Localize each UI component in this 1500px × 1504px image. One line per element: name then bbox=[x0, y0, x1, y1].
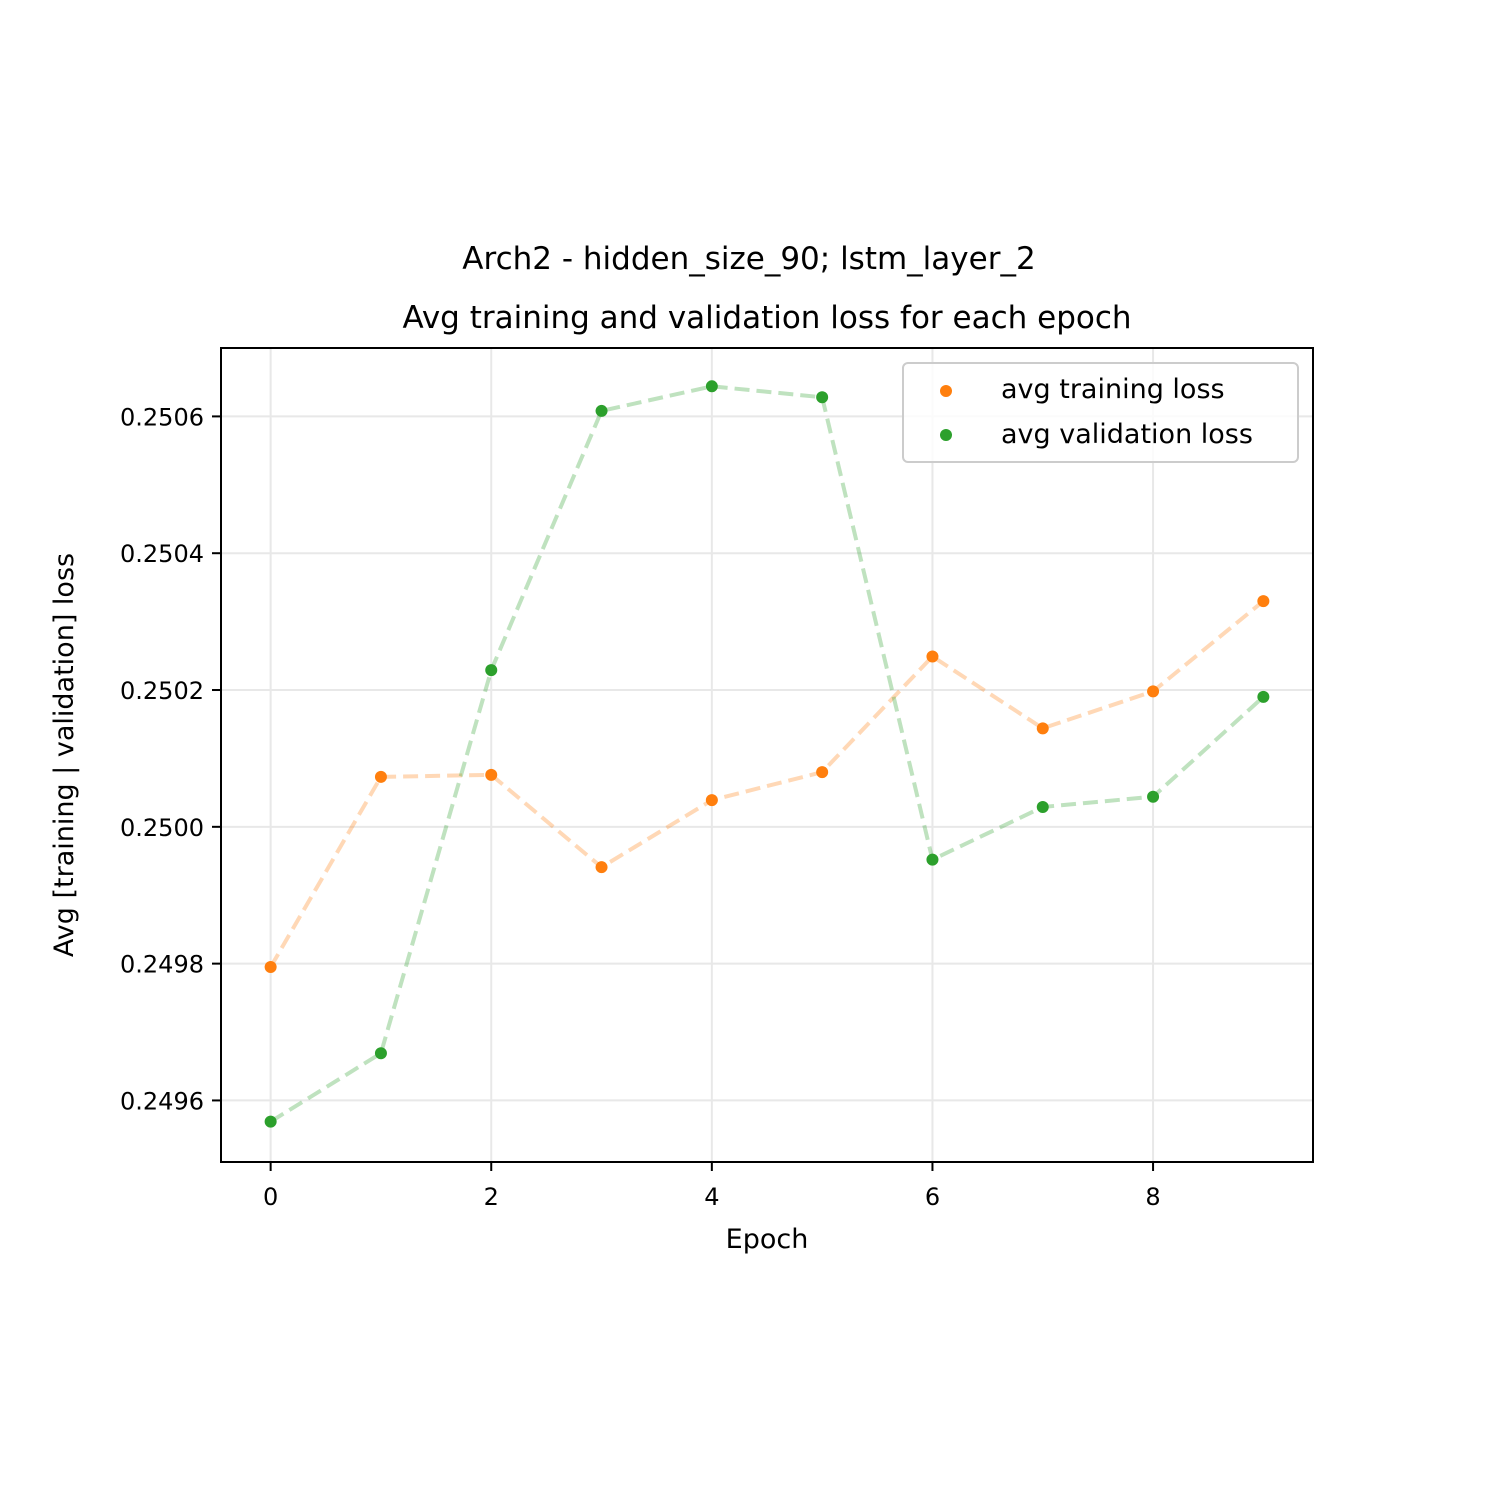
data-point-1 bbox=[374, 1047, 387, 1060]
data-point-1 bbox=[1147, 790, 1160, 803]
data-point-0 bbox=[1147, 685, 1160, 698]
y-tick-label: 0.2506 bbox=[120, 403, 204, 431]
data-point-0 bbox=[595, 861, 608, 874]
data-point-1 bbox=[926, 853, 939, 866]
legend-label-validation: avg validation loss bbox=[1001, 419, 1253, 450]
data-point-0 bbox=[1257, 595, 1270, 608]
x-tick-label: 6 bbox=[925, 1183, 940, 1211]
data-point-0 bbox=[264, 961, 277, 974]
data-point-1 bbox=[485, 664, 498, 677]
data-point-1 bbox=[816, 391, 829, 404]
chart-subtitle: Avg training and validation loss for eac… bbox=[402, 300, 1131, 336]
data-point-1 bbox=[1257, 690, 1270, 703]
y-axis-ticks: 0.2496 0.2498 0.2500 0.2502 0.2504 0.2506 bbox=[120, 403, 221, 1115]
data-point-0 bbox=[485, 768, 498, 781]
data-point-1 bbox=[595, 404, 608, 417]
x-tick-label: 2 bbox=[484, 1183, 499, 1211]
data-point-0 bbox=[926, 650, 939, 663]
y-tick-label: 0.2500 bbox=[120, 814, 204, 842]
series-line-0 bbox=[268, 599, 1265, 969]
legend-label-training: avg training loss bbox=[1001, 374, 1225, 405]
x-axis-label: Epoch bbox=[726, 1224, 809, 1255]
data-point-0 bbox=[816, 766, 829, 779]
legend: avg training loss avg validation loss bbox=[902, 362, 1299, 463]
data-point-1 bbox=[1036, 800, 1049, 813]
plot-area-frame bbox=[220, 347, 1314, 1163]
legend-marker-validation bbox=[940, 429, 952, 441]
legend-frame bbox=[902, 362, 1299, 463]
series-line-1 bbox=[269, 384, 1265, 1124]
y-tick-label: 0.2502 bbox=[120, 677, 204, 705]
chart-title: Arch2 - hidden_size_90; lstm_layer_2 bbox=[462, 241, 1035, 277]
y-tick-label: 0.2498 bbox=[120, 951, 204, 979]
data-point-1 bbox=[264, 1115, 277, 1128]
y-tick-label: 0.2496 bbox=[120, 1087, 204, 1115]
series-points bbox=[264, 380, 1270, 1128]
x-axis-ticks: 0 2 4 6 8 bbox=[263, 1162, 1161, 1211]
data-point-0 bbox=[1036, 722, 1049, 735]
y-tick-label: 0.2504 bbox=[120, 540, 204, 568]
y-axis-label: Avg [training | validation] loss bbox=[49, 553, 80, 957]
x-tick-label: 8 bbox=[1145, 1183, 1160, 1211]
data-point-0 bbox=[374, 770, 387, 783]
legend-marker-training bbox=[940, 385, 952, 397]
data-point-1 bbox=[705, 380, 718, 393]
series-lines bbox=[268, 384, 1265, 1124]
x-tick-label: 4 bbox=[704, 1183, 719, 1211]
x-tick-label: 0 bbox=[263, 1183, 278, 1211]
data-point-0 bbox=[705, 794, 718, 807]
grid-lines bbox=[221, 348, 1313, 1162]
